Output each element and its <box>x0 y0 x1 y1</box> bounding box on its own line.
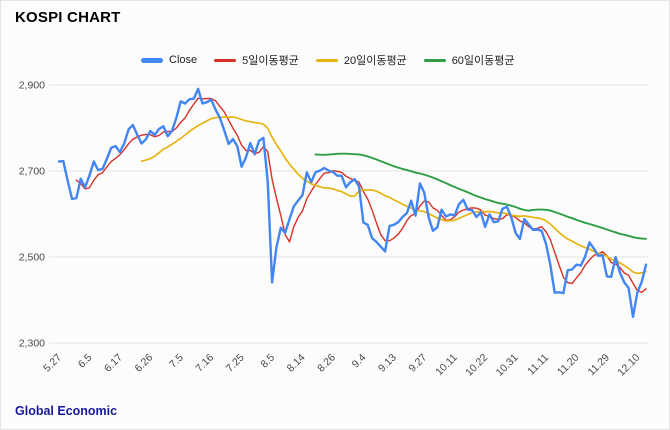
x-axis-tick-label: 11.11 <box>525 352 551 378</box>
legend-label: 5일이동평균 <box>242 55 299 67</box>
x-axis-tick-label: 11.20 <box>555 352 582 379</box>
page-title: KOSPI CHART <box>15 9 121 26</box>
x-axis-tick-label: 8.26 <box>315 352 338 375</box>
legend-item-ma60: 60일이동평균 <box>423 52 515 68</box>
x-axis-tick-label: 10.31 <box>494 352 521 379</box>
x-axis-tick-label: 6.26 <box>132 352 155 375</box>
x-axis-tick-label: 7.16 <box>193 352 216 375</box>
legend-label: Close <box>169 54 198 66</box>
x-axis-tick-label: 9.27 <box>406 352 429 375</box>
x-axis-tick-label: 8.5 <box>258 352 277 371</box>
x-axis-tick-label: 6.5 <box>76 352 95 371</box>
legend-line-swatch <box>214 58 237 62</box>
footer-brand: Global Economic <box>15 404 118 418</box>
x-axis-tick-label: 7.5 <box>167 352 186 371</box>
y-axis-tick-label: 2,900 <box>19 80 45 92</box>
x-axis-tick-label: 7.25 <box>224 352 247 375</box>
series-line-ma60 <box>314 152 647 240</box>
legend-item-ma20: 20일이동평균 <box>315 52 407 68</box>
legend-line-swatch <box>423 58 446 62</box>
legend-line-swatch <box>141 57 163 63</box>
y-axis-tick-label: 2,700 <box>19 166 45 178</box>
legend-line-swatch <box>315 58 338 62</box>
legend-item-ma5: 5일이동평균 <box>214 52 299 68</box>
y-axis-tick-label: 2,500 <box>19 252 45 264</box>
x-axis-tick-label: 11.29 <box>585 352 612 379</box>
legend-item-close: Close <box>141 54 197 66</box>
chart-legend: Close 5일이동평균 20일이동평균 60일이동평균 <box>141 52 515 68</box>
x-axis-tick-label: 6.17 <box>102 352 125 375</box>
x-axis-tick-label: 9.4 <box>350 352 369 371</box>
y-axis-tick-label: 2,300 <box>19 338 45 350</box>
x-axis-tick-label: 5.27 <box>41 352 64 375</box>
x-axis-tick-label: 10.22 <box>463 352 490 379</box>
x-axis-tick-label: 10.11 <box>433 352 460 379</box>
x-axis-tick-label: 8.14 <box>285 352 308 375</box>
series-line-close <box>57 87 648 318</box>
x-axis-tick-label: 9.13 <box>376 352 399 375</box>
series-line-ma20 <box>140 116 647 275</box>
x-axis-tick-label: 12.10 <box>615 352 642 379</box>
legend-label: 60일이동평균 <box>451 55 515 67</box>
legend-label: 20일이동평균 <box>343 55 407 67</box>
